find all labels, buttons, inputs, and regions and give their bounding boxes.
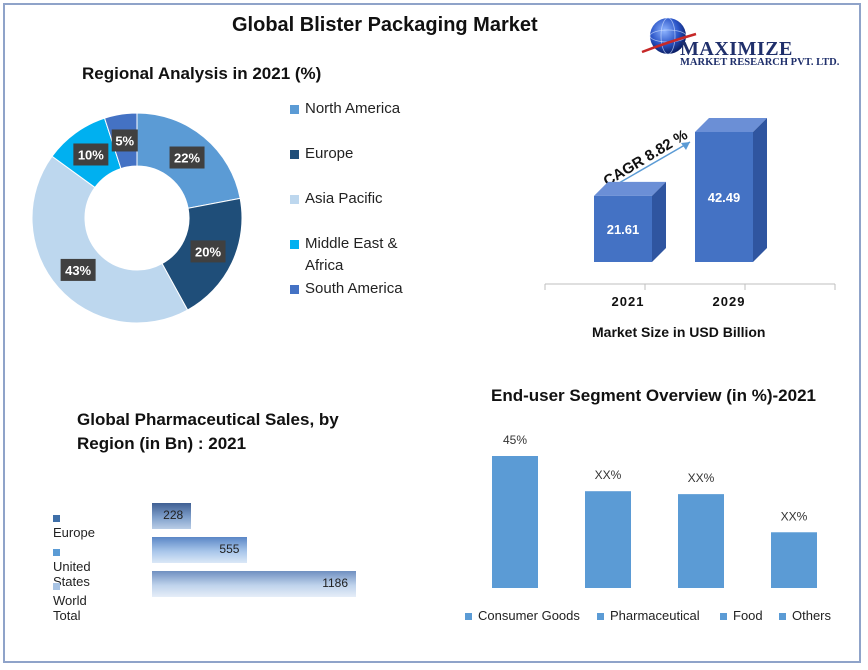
bar3d-front bbox=[695, 132, 753, 262]
hbar-swatch bbox=[53, 583, 60, 591]
enduser-title: End-user Segment Overview (in %)-2021 bbox=[491, 386, 816, 405]
donut-slice-3 bbox=[31, 155, 189, 324]
enduser-legend-item: Consumer Goods bbox=[465, 608, 580, 623]
hbar-swatch bbox=[53, 515, 60, 523]
donut-label-box bbox=[169, 146, 205, 169]
donut-data-label: 20% bbox=[195, 244, 221, 259]
legend-item: Middle East & Africa bbox=[290, 233, 425, 277]
hbar-value-label: 1186 bbox=[322, 576, 348, 590]
enduser-legend-item: Food bbox=[720, 608, 763, 623]
hbar-label-text: United States bbox=[53, 559, 91, 589]
enduser-legend-label: Pharmaceutical bbox=[610, 608, 700, 623]
enduser-legend-swatch bbox=[779, 613, 786, 621]
pharma-title-line1: Global Pharmaceutical Sales, by bbox=[77, 410, 339, 429]
enduser-legend-label: Food bbox=[733, 608, 763, 623]
enduser-bar bbox=[678, 494, 724, 588]
regional-title: Regional Analysis in 2021 (%) bbox=[82, 64, 322, 83]
bar3d-category-label: 2021 bbox=[612, 294, 645, 309]
globe-icon bbox=[641, 17, 697, 55]
hbar-category-label: Europe bbox=[53, 510, 95, 540]
hbar-label-text: World Total bbox=[53, 593, 87, 623]
enduser-data-label: XX% bbox=[781, 509, 808, 523]
legend-swatch bbox=[290, 240, 299, 249]
hbar-label-text: Europe bbox=[53, 525, 95, 540]
enduser-legend-swatch bbox=[597, 613, 604, 621]
cagr-label: CAGR 8.82 % bbox=[601, 126, 691, 190]
hbar-category-label: World Total bbox=[53, 578, 87, 623]
cagr-arrowhead bbox=[681, 142, 690, 150]
donut-label-box bbox=[190, 240, 226, 263]
legend-label: Europe bbox=[305, 145, 354, 162]
logo-subtitle: MARKET RESEARCH PVT. LTD. bbox=[680, 57, 840, 68]
hbar-value-label: 228 bbox=[163, 508, 184, 522]
enduser-legend-swatch bbox=[465, 613, 472, 621]
market-size-xlabel: Market Size in USD Billion bbox=[592, 324, 766, 340]
enduser-legend-item: Pharmaceutical bbox=[597, 608, 700, 623]
enduser-chart: 45% XX% XX% XX% bbox=[492, 433, 817, 588]
enduser-data-label: XX% bbox=[688, 471, 715, 485]
enduser-data-label: 45% bbox=[503, 433, 527, 447]
hbar bbox=[152, 571, 356, 597]
legend-swatch bbox=[290, 105, 299, 114]
hbar bbox=[152, 503, 192, 529]
donut-data-label: 22% bbox=[174, 151, 200, 166]
legend-label: Middle East & Africa bbox=[305, 235, 398, 274]
hbar bbox=[152, 537, 248, 563]
hbar-swatch bbox=[53, 549, 60, 557]
enduser-legend-swatch bbox=[720, 613, 727, 621]
donut-label-box bbox=[111, 129, 138, 152]
legend-swatch bbox=[290, 285, 299, 294]
bar3d-side bbox=[652, 181, 666, 262]
legend-label: South America bbox=[305, 280, 403, 297]
legend-swatch bbox=[290, 150, 299, 159]
donut-data-label: 10% bbox=[78, 147, 104, 162]
donut-data-label: 43% bbox=[65, 263, 91, 278]
bar3d-top bbox=[695, 118, 767, 132]
donut-data-label: 5% bbox=[115, 133, 134, 148]
logo-name: MAXIMIZE bbox=[680, 38, 793, 60]
page-title: Global Blister Packaging Market bbox=[232, 14, 538, 36]
legend-item: Asia Pacific bbox=[290, 188, 425, 210]
bar3d-side bbox=[753, 118, 767, 262]
pharma-title-line2: Region (in Bn) : 2021 bbox=[77, 434, 247, 453]
bar3d-category-label: 2029 bbox=[713, 294, 746, 309]
hbar-category-label: United States bbox=[53, 544, 91, 589]
enduser-legend-item: Others bbox=[779, 608, 831, 623]
legend-item: North America bbox=[290, 98, 425, 120]
legend-swatch bbox=[290, 195, 299, 204]
legend-item: South America bbox=[290, 278, 425, 300]
regional-donut-chart: 22% 20% 43% 10% 5% bbox=[31, 112, 243, 324]
hbar-value-label: 555 bbox=[219, 542, 240, 556]
legend-label: Asia Pacific bbox=[305, 190, 383, 207]
cagr-arrow bbox=[613, 141, 691, 187]
donut-label-box bbox=[60, 258, 96, 281]
enduser-data-label: XX% bbox=[595, 468, 622, 482]
enduser-bar bbox=[492, 456, 538, 588]
bar3d-front bbox=[594, 195, 652, 262]
bar3d-value-label: 21.61 bbox=[607, 222, 640, 237]
enduser-bar bbox=[585, 491, 631, 588]
enduser-bar bbox=[771, 532, 817, 588]
enduser-legend-label: Others bbox=[792, 608, 832, 623]
company-logo: MAXIMIZE MARKET RESEARCH PVT. LTD. bbox=[638, 12, 858, 72]
donut-label-box bbox=[73, 143, 109, 166]
market-size-chart: CAGR 8.82 % 21.61 2021 42.49 2029 bbox=[544, 118, 836, 309]
bar3d-top bbox=[594, 181, 666, 196]
bar3d-value-label: 42.49 bbox=[708, 190, 741, 205]
legend-item: Europe bbox=[290, 143, 425, 165]
enduser-legend-label: Consumer Goods bbox=[478, 608, 580, 623]
legend-label: North America bbox=[305, 100, 401, 117]
